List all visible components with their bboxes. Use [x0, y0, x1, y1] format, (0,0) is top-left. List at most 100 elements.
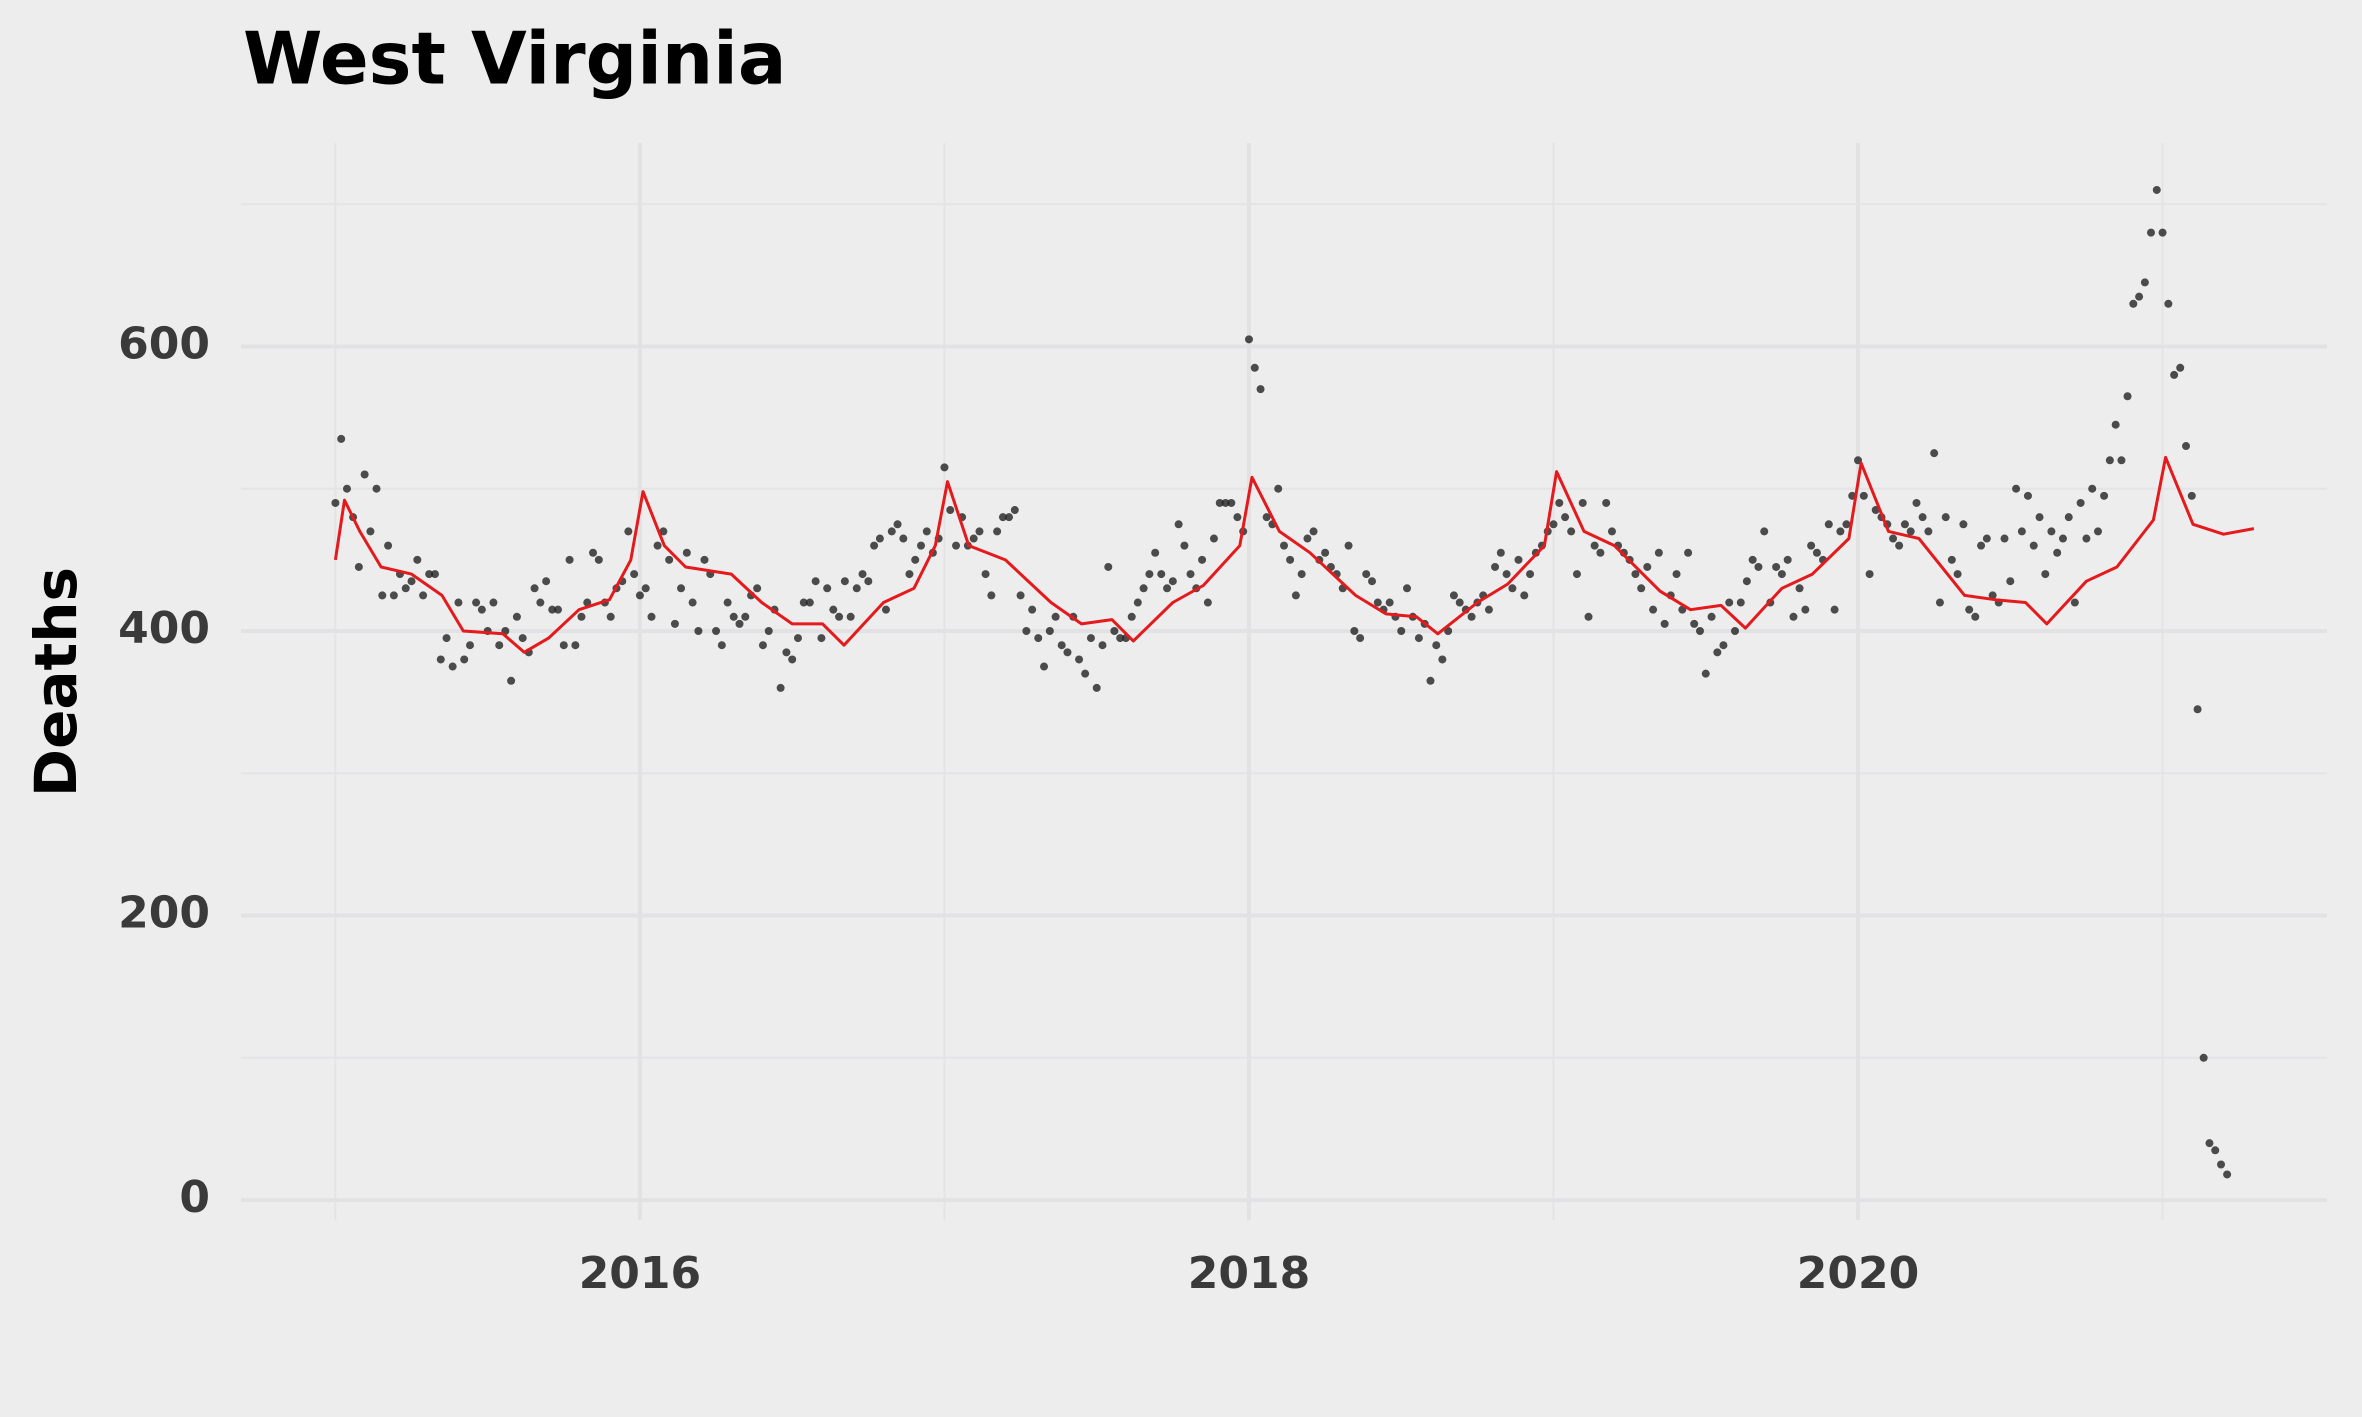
data-point: [753, 584, 762, 593]
data-point: [2152, 185, 2161, 194]
data-point: [1912, 498, 1921, 507]
data-point: [1045, 626, 1054, 635]
data-point: [442, 634, 451, 643]
data-point: [782, 648, 791, 657]
data-point: [1057, 641, 1066, 650]
data-point: [870, 541, 879, 550]
data-point: [1584, 612, 1593, 621]
data-point: [1713, 648, 1722, 657]
data-point: [2193, 705, 2202, 714]
data-point: [1209, 534, 1218, 543]
data-point: [1801, 605, 1810, 614]
data-point: [1426, 676, 1435, 685]
data-point: [1180, 541, 1189, 550]
data-point: [741, 612, 750, 621]
data-point: [2135, 292, 2144, 301]
data-point: [1168, 577, 1177, 586]
data-point: [1256, 385, 1265, 394]
data-point: [1321, 548, 1330, 557]
data-point: [1127, 612, 1136, 621]
data-point: [1672, 570, 1681, 579]
data-point: [1690, 619, 1699, 628]
data-point: [1742, 577, 1751, 586]
data-point: [606, 612, 615, 621]
data-point: [1918, 513, 1927, 522]
data-point: [1157, 570, 1166, 579]
data-point: [1736, 598, 1745, 607]
data-point: [1725, 598, 1734, 607]
data-point: [518, 634, 527, 643]
data-point: [2158, 228, 2167, 237]
data-point: [1034, 634, 1043, 643]
data-point: [2140, 278, 2149, 287]
data-point: [1520, 591, 1529, 600]
data-point: [548, 605, 557, 614]
data-point: [559, 641, 568, 650]
data-point: [993, 527, 1002, 536]
data-point: [577, 612, 586, 621]
data-point: [1303, 534, 1312, 543]
data-point: [1081, 669, 1090, 678]
data-point: [2170, 370, 2179, 379]
data-point: [2123, 392, 2132, 401]
data-point: [1748, 555, 1757, 564]
data-point: [1133, 598, 1142, 607]
data-point: [2088, 484, 2097, 493]
data-point: [1016, 591, 1025, 600]
data-point: [2217, 1160, 2226, 1169]
data-point: [1941, 513, 1950, 522]
data-point: [1607, 527, 1616, 536]
data-point: [448, 662, 457, 671]
data-point: [1602, 498, 1611, 507]
data-point: [477, 605, 486, 614]
data-point: [852, 584, 861, 593]
data-point: [1631, 570, 1640, 579]
data-point: [776, 683, 785, 692]
data-point: [436, 655, 445, 664]
data-point: [1291, 591, 1300, 600]
data-point: [583, 598, 592, 607]
data-point: [1028, 605, 1037, 614]
data-point: [1432, 641, 1441, 650]
data-point: [952, 541, 961, 550]
data-point: [2029, 541, 2038, 550]
data-point: [2093, 527, 2102, 536]
data-point: [2199, 1053, 2208, 1062]
data-point: [2182, 442, 2191, 451]
data-point: [413, 555, 422, 564]
data-point: [1491, 562, 1500, 571]
data-point: [2012, 484, 2021, 493]
data-point: [817, 634, 826, 643]
data-point: [1982, 534, 1991, 543]
data-point: [542, 577, 551, 586]
data-point: [1455, 598, 1464, 607]
data-point: [2041, 570, 2050, 579]
data-point: [922, 527, 931, 536]
data-point: [389, 591, 398, 600]
data-point: [1385, 598, 1394, 607]
data-point: [1467, 612, 1476, 621]
data-point: [1151, 548, 1160, 557]
data-point: [1988, 591, 1997, 600]
data-point: [512, 612, 521, 621]
data-point: [1280, 541, 1288, 550]
data-point: [2164, 299, 2173, 308]
data-point: [1403, 584, 1412, 593]
data-point: [378, 591, 387, 600]
data-point: [1116, 634, 1125, 643]
data-point: [419, 591, 428, 600]
data-point: [2017, 527, 2026, 536]
data-point: [2211, 1146, 2220, 1155]
data-point: [1807, 541, 1816, 550]
data-point: [1414, 634, 1423, 643]
data-point: [688, 598, 697, 607]
data-point: [940, 463, 949, 472]
data-point: [2100, 491, 2109, 500]
data-point: [946, 506, 955, 515]
data-point: [1040, 662, 1049, 671]
y-tick-label: 0: [179, 1172, 210, 1223]
data-point: [1508, 584, 1517, 593]
data-point: [1760, 527, 1769, 536]
